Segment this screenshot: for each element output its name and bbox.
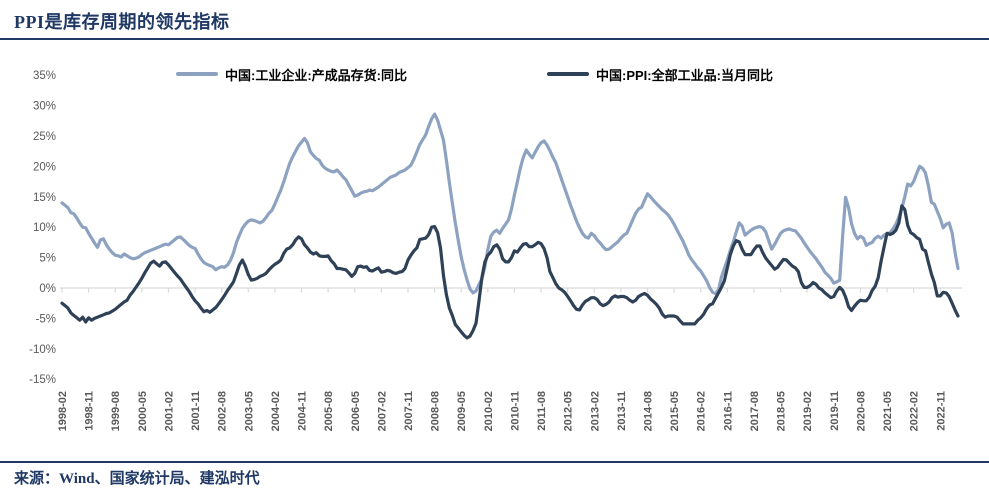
x-axis-tick-label: 2004-11 <box>297 391 309 431</box>
ppi-line-swatch <box>547 72 589 76</box>
x-axis-tick-label: 2021-05 <box>882 391 894 431</box>
x-axis-tick-label: 2019-02 <box>802 391 814 431</box>
x-axis-tick-label: 2009-05 <box>456 391 468 431</box>
y-axis-tick-label: 15% <box>33 192 56 204</box>
y-axis-labels: 35% 30% 25% 20% 15% 10% 5% 0% -5% -10% -15% <box>29 70 56 386</box>
x-axis-tick-label: 2015-05 <box>669 391 681 431</box>
title-divider <box>0 38 989 40</box>
x-axis-tick-label: 2001-11 <box>190 391 202 431</box>
x-axis-tick-label: 2010-11 <box>509 391 521 431</box>
x-axis-tick-label: 2012-05 <box>563 391 575 431</box>
footer-divider <box>0 461 989 463</box>
source-note: 来源：Wind、国家统计局、建泓时代 <box>14 471 260 487</box>
x-axis-tick-label: 1999-08 <box>110 391 122 431</box>
y-axis-tick-label: -10% <box>29 344 56 356</box>
x-axis-tick-label: 2007-11 <box>403 391 415 431</box>
legend-item-inventory: 中国:工业企业:产成品存货:同比 <box>176 65 407 83</box>
x-axis-tick-label: 2016-02 <box>696 391 708 431</box>
y-axis-tick-label: 30% <box>33 101 56 113</box>
x-axis-tick-label: 2000-05 <box>137 391 149 431</box>
x-axis-tick-label: 2011-08 <box>536 391 548 431</box>
x-axis-tick-label: 2008-08 <box>430 391 442 431</box>
x-axis-tick-label: 2010-02 <box>483 391 495 431</box>
x-axis-tick-label: 2006-05 <box>350 391 362 431</box>
x-axis-tick-label: 2005-08 <box>323 391 335 431</box>
x-axis-tick-label: 2007-02 <box>376 391 388 431</box>
x-axis-tick-label: 2003-05 <box>243 391 255 431</box>
x-axis-tick-label: 2004-02 <box>270 391 282 431</box>
y-axis-tick-label: 20% <box>33 161 56 173</box>
legend-label-inventory: 中国:工业企业:产成品存货:同比 <box>225 67 407 83</box>
x-axis-tick-label: 2013-11 <box>616 391 628 431</box>
x-axis-tick-label: 2020-08 <box>855 391 867 431</box>
x-axis-tick-label: 2002-08 <box>217 391 229 431</box>
x-axis-tick-label: 2019-11 <box>829 391 841 431</box>
x-axis-tick-label: 2001-02 <box>163 391 175 431</box>
page-title: PPI是库存周期的领先指标 <box>14 12 230 32</box>
ppi-yoy-line <box>60 204 960 340</box>
x-axis-labels: 1998-02 1998-11 1999-08 2000-05 2001-02 2001-… <box>57 288 947 431</box>
legend-label-ppi: 中国:PPI:全部工业品:当月同比 <box>596 67 773 83</box>
y-axis-tick-label: 5% <box>39 253 56 265</box>
y-axis-tick-label: 35% <box>33 70 56 82</box>
x-axis-tick-label: 1998-02 <box>57 391 69 431</box>
y-axis-tick-label: 25% <box>33 131 56 143</box>
x-axis-tick-label: 2014-08 <box>643 391 655 431</box>
x-axis-tick-label: 1998-11 <box>84 391 96 431</box>
x-axis-tick-label: 2013-02 <box>589 391 601 431</box>
x-axis-tick-label: 2022-02 <box>909 391 921 431</box>
x-axis-tick-label: 2022-11 <box>935 391 947 431</box>
legend-item-ppi: 中国:PPI:全部工业品:当月同比 <box>547 65 773 83</box>
chart-legend: 中国:工业企业:产成品存货:同比 中国:PPI:全部工业品:当月同比 <box>0 65 989 83</box>
inventory-line-swatch <box>176 72 218 76</box>
y-axis-tick-label: 10% <box>33 222 56 234</box>
x-axis-tick-label: 2018-05 <box>776 391 788 431</box>
inventory-yoy-line <box>60 112 960 296</box>
x-axis-tick-label: 2016-11 <box>722 391 734 431</box>
x-axis-tick-label: 2017-08 <box>749 391 761 431</box>
y-axis-tick-label: -15% <box>29 374 56 386</box>
y-axis-tick-label: 0% <box>39 283 56 295</box>
y-axis-tick-label: -5% <box>36 313 56 325</box>
